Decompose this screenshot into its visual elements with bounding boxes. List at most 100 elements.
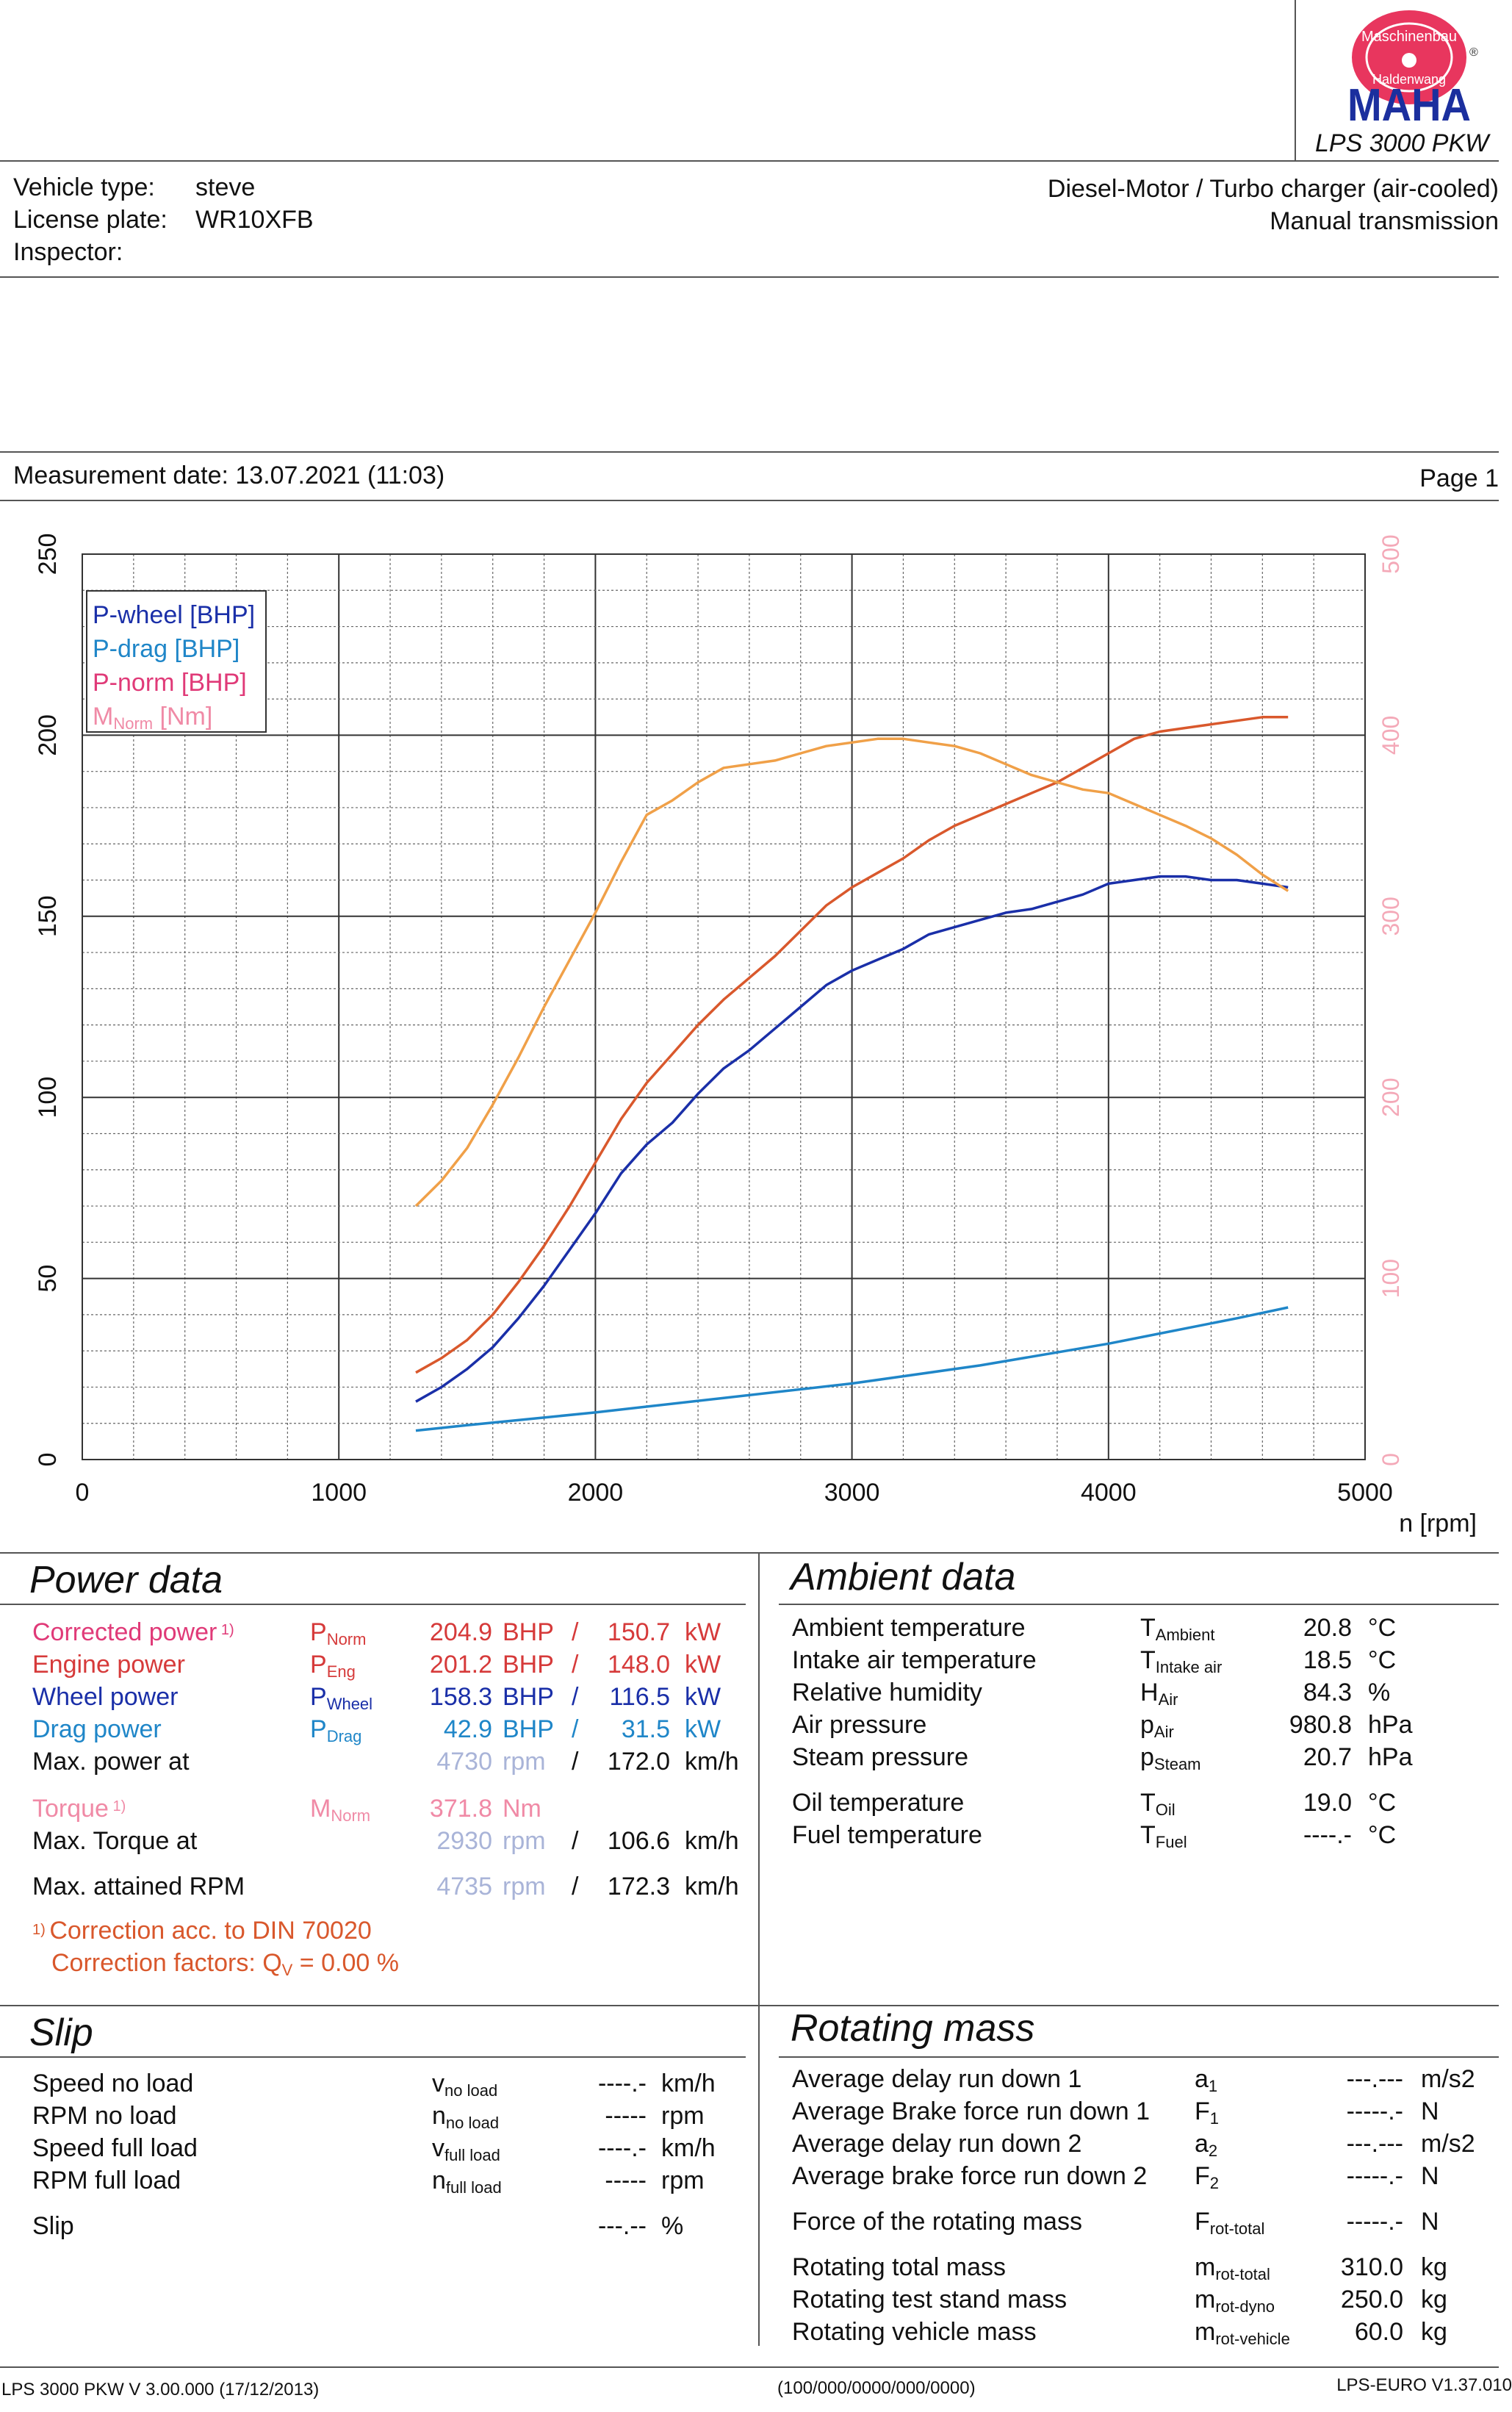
- slip-row-symbol: vfull load: [432, 2134, 500, 2164]
- power-row-value2: 150.7: [607, 1618, 670, 1646]
- ambient-row-label: Oil temperature: [792, 1789, 965, 1817]
- power-row-separator: /: [572, 1715, 579, 1743]
- power-row-unit1: BHP: [503, 1715, 554, 1743]
- rotating-row-value: 60.0: [1354, 2318, 1403, 2346]
- ambient-row-symbol: TFuel: [1140, 1821, 1187, 1851]
- ambient-row-value: 980.8: [1289, 1711, 1352, 1739]
- series-line-p-wheel: [415, 875, 1289, 1403]
- ambient-row-unit: °C: [1368, 1646, 1397, 1674]
- rotating-row-value: 310.0: [1340, 2253, 1403, 2281]
- slip-row-value: ---.--: [597, 2212, 647, 2240]
- y-tick-label: 50: [34, 1265, 62, 1293]
- y-tick-label: 200: [34, 714, 62, 756]
- y-tick-label: 0: [34, 1453, 62, 1467]
- slip-row-symbol: nno load: [432, 2102, 500, 2132]
- rotating-row-unit: N: [1421, 2097, 1439, 2125]
- vehicle-type-value: steve: [195, 173, 256, 201]
- power-row-unit1: rpm: [503, 1748, 546, 1776]
- power-row-unit2: km/h: [685, 1873, 739, 1900]
- power-row-unit2: kW: [685, 1651, 721, 1679]
- chart-series: [414, 716, 1289, 1432]
- license-plate-label: License plate:: [13, 206, 168, 234]
- rotating-row-label: Rotating test stand mass: [792, 2286, 1068, 2314]
- power-row-unit1: rpm: [503, 1873, 546, 1900]
- x-axis-label: n [rpm]: [1399, 1510, 1477, 1537]
- ambient-row-symbol: TAmbient: [1140, 1614, 1215, 1644]
- slip-row-value: ----.-: [597, 2134, 647, 2162]
- power-row-unit2: kW: [685, 1618, 721, 1646]
- power-row-label: Torque 1): [32, 1795, 126, 1823]
- power-row-separator: /: [572, 1873, 579, 1900]
- slip-row-unit: rpm: [661, 2167, 705, 2194]
- ambient-row-symbol: TIntake air: [1140, 1646, 1223, 1676]
- power-row-symbol: PEng: [310, 1651, 356, 1681]
- power-row-value2: 172.3: [607, 1873, 670, 1900]
- power-row-symbol: PDrag: [310, 1715, 362, 1745]
- chart-grid: [82, 553, 1366, 1460]
- rotating-row-unit: kg: [1421, 2253, 1447, 2281]
- slip-row-label: Slip: [32, 2212, 74, 2240]
- rotating-row-symbol: mrot-vehicle: [1195, 2318, 1290, 2348]
- slip-row-value: -----: [605, 2102, 647, 2130]
- slip-row-unit: km/h: [661, 2134, 716, 2162]
- rotating-row-symbol: Frot-total: [1195, 2208, 1265, 2238]
- plot-frame: [82, 553, 1366, 1460]
- product-name: LPS 3000 PKW: [1315, 129, 1489, 157]
- rotating-row-value: -----.-: [1346, 2097, 1403, 2125]
- slip-row-symbol: vno load: [432, 2070, 498, 2100]
- svg-text:®: ®: [1469, 46, 1478, 59]
- slip-row-value: ----.-: [597, 2070, 647, 2097]
- y-right-tick-label: 100: [1378, 1259, 1404, 1298]
- power-row-separator: /: [572, 1651, 579, 1679]
- power-row-unit1: BHP: [503, 1618, 554, 1646]
- power-row-label: Wheel power: [32, 1683, 179, 1711]
- slip-row-unit: km/h: [661, 2070, 716, 2097]
- series-line-m-norm: [414, 737, 1289, 1207]
- power-row-unit1: Nm: [503, 1795, 541, 1823]
- ambient-row-label: Fuel temperature: [792, 1821, 982, 1849]
- x-tick-label: 4000: [1081, 1479, 1137, 1507]
- slip-row-label: RPM full load: [32, 2167, 181, 2194]
- power-footnote-2: Correction factors: QV = 0.00 %: [51, 1949, 399, 1979]
- ambient-row-value: 18.5: [1303, 1646, 1352, 1674]
- rotating-row-label: Rotating total mass: [792, 2253, 1007, 2281]
- x-tick-label: 1000: [311, 1479, 367, 1507]
- rotating-row-label: Average brake force run down 2: [792, 2162, 1148, 2190]
- ambient-row-unit: %: [1368, 1679, 1391, 1706]
- x-tick-label: 3000: [824, 1479, 880, 1507]
- rotating-row-symbol: F2: [1195, 2162, 1220, 2192]
- rotating-mass-title: Rotating mass: [791, 2007, 1035, 2050]
- rotating-row-value: -----.-: [1346, 2162, 1403, 2190]
- ambient-row-symbol: pAir: [1140, 1711, 1174, 1741]
- rotating-row-label: Force of the rotating mass: [792, 2208, 1082, 2236]
- y-tick-label: 250: [34, 534, 62, 575]
- power-row-unit1: rpm: [503, 1827, 546, 1855]
- logo-wordmark: MAHA: [1347, 80, 1471, 126]
- power-data-title: Power data: [29, 1559, 223, 1601]
- y-right-tick-label: 400: [1378, 716, 1404, 755]
- slip-row-value: -----: [605, 2167, 647, 2194]
- ambient-row-unit: °C: [1368, 1789, 1397, 1817]
- rotating-row-unit: m/s2: [1421, 2065, 1475, 2093]
- rotating-row-symbol: a1: [1195, 2065, 1218, 2095]
- engine-type: Diesel-Motor / Turbo charger (air-cooled…: [1047, 175, 1499, 203]
- rotating-row-value: ---.---: [1346, 2130, 1403, 2158]
- footer-right: LPS-EURO V1.37.010: [1336, 2375, 1512, 2395]
- dyno-chart: 0 1000 2000 3000 4000 5000 0 50 100 150 200 250 0 100…: [34, 534, 1477, 1537]
- y-right-tick-label: 200: [1378, 1078, 1404, 1117]
- power-row-value2: 31.5: [621, 1715, 670, 1743]
- power-row-label: Max. Torque at: [32, 1827, 198, 1855]
- power-row-value2: 172.0: [607, 1748, 670, 1776]
- maha-logo: Maschinenbau Haldenwang MAHA ®: [1336, 9, 1483, 131]
- power-row-label: Max. attained RPM: [32, 1873, 245, 1900]
- slip-row-label: Speed full load: [32, 2134, 198, 2162]
- legend-label-p-wheel: P-wheel [BHP]: [93, 601, 255, 629]
- power-row-label: Engine power: [32, 1651, 185, 1679]
- ambient-row-value: 20.8: [1303, 1614, 1352, 1642]
- footer-left: LPS 3000 PKW V 3.00.000 (17/12/2013): [1, 2380, 320, 2400]
- power-row-value1: 204.9: [429, 1618, 492, 1646]
- power-row-symbol: PNorm: [310, 1618, 367, 1648]
- vehicle-type-label: Vehicle type:: [13, 173, 155, 201]
- ambient-row-unit: hPa: [1368, 1711, 1413, 1739]
- x-tick-label: 0: [76, 1479, 90, 1507]
